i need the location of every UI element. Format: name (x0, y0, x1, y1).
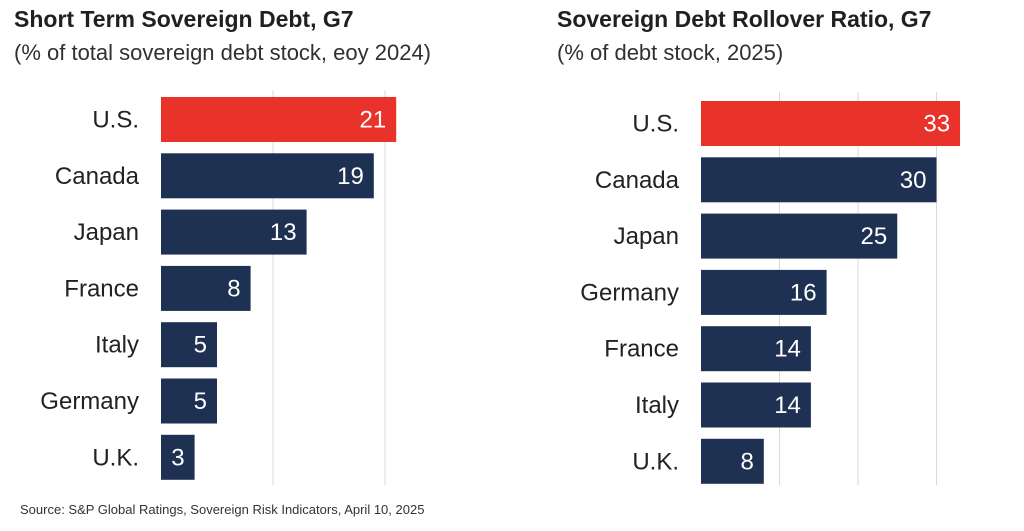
category-label-japan: Japan (614, 223, 679, 250)
bar-italy (161, 322, 217, 368)
value-label-canada: 19 (337, 163, 364, 190)
value-label-italy: 5 (194, 332, 207, 359)
value-label-germany: 16 (790, 279, 817, 306)
value-label-canada: 30 (900, 167, 927, 194)
bar-canada (161, 153, 374, 199)
category-label-france: France (604, 336, 679, 363)
value-label-france: 8 (227, 275, 240, 302)
bar-canada (701, 157, 937, 203)
category-label-italy: Italy (95, 332, 139, 359)
category-label-u-s: U.S. (632, 111, 679, 138)
value-label-u-s: 21 (359, 107, 386, 134)
category-label-canada: Canada (595, 167, 680, 194)
value-label-u-k: 8 (740, 448, 753, 475)
chart-subtitle: (% of total sovereign debt stock, eoy 20… (14, 40, 432, 65)
value-label-japan: 25 (861, 223, 888, 250)
value-label-u-k: 3 (171, 444, 184, 471)
chart-title: Short Term Sovereign Debt, G7 (14, 6, 354, 32)
category-label-canada: Canada (55, 163, 140, 190)
bar-italy (701, 382, 811, 428)
bar-france (161, 265, 251, 311)
value-label-u-s: 33 (923, 111, 950, 138)
category-label-u-k: U.K. (632, 448, 679, 475)
short-term-debt-bar-chart: U.S. 21 Canada 19 Japan 13 France 8 Italy 5 German… (40, 90, 397, 485)
category-label-italy: Italy (635, 392, 679, 419)
gridlines (272, 90, 386, 485)
category-label-japan: Japan (74, 219, 139, 246)
bar-france (701, 326, 811, 372)
category-label-u-k: U.K. (92, 444, 139, 471)
bar-u-s (161, 97, 397, 142)
bar-u-s (701, 101, 961, 146)
bar-u-k (161, 434, 195, 480)
value-label-italy: 14 (774, 392, 801, 419)
chart-panel-rollover-ratio: Sovereign Debt Rollover Ratio, G7 (% of … (540, 0, 1024, 500)
bar-japan (161, 209, 307, 255)
rollover-ratio-bar-chart: U.S. 33 Canada 30 Japan 25 Germany 16 France 14 It… (580, 92, 961, 485)
bar-japan (701, 213, 898, 259)
category-label-germany: Germany (580, 279, 679, 306)
bar-germany (161, 378, 217, 424)
bar-u-k (701, 438, 764, 484)
source-note: Source: S&P Global Ratings, Sovereign Ri… (20, 502, 425, 517)
category-label-germany: Germany (40, 388, 139, 415)
chart-title: Sovereign Debt Rollover Ratio, G7 (557, 6, 932, 32)
category-label-u-s: U.S. (92, 107, 139, 134)
chart-subtitle: (% of debt stock, 2025) (557, 40, 784, 65)
value-label-japan: 13 (270, 219, 297, 246)
category-label-france: France (64, 275, 139, 302)
bar-germany (701, 269, 827, 315)
value-label-france: 14 (774, 336, 801, 363)
chart-panel-short-term-debt: Short Term Sovereign Debt, G7 (% of tota… (0, 0, 530, 500)
value-label-germany: 5 (194, 388, 207, 415)
